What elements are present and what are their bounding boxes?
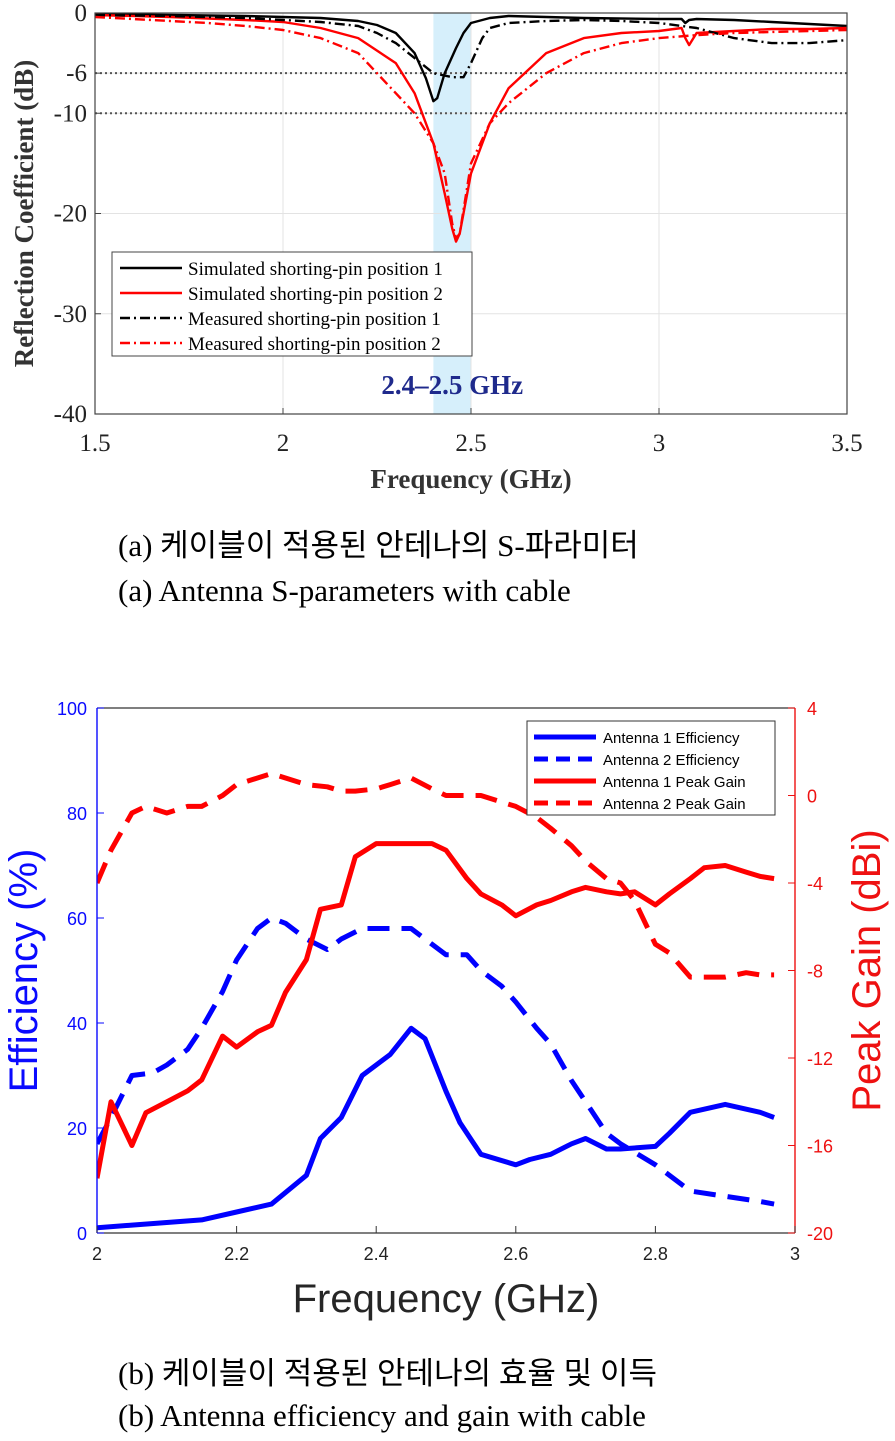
right-tick-label: -4	[807, 874, 823, 894]
left-tick-label: 60	[67, 909, 87, 929]
caption-b-english: (b) Antenna efficiency and gain with cab…	[118, 1398, 646, 1433]
series-group	[97, 771, 775, 1231]
caption-a-english: (a) Antenna S-parameters with cable	[118, 573, 571, 608]
series-antenna-2-peak-gain	[97, 771, 775, 980]
y-axis-label: Reflection Coefficient (dB)	[9, 60, 39, 367]
x-tick-label: 2.5	[455, 430, 486, 457]
x-tick-label: 1.5	[79, 430, 110, 457]
x-tick-label: 3.5	[831, 430, 862, 457]
x-tick-label: 2	[92, 1244, 102, 1264]
legend-label-antenna-2-efficiency: Antenna 2 Efficiency	[603, 752, 740, 769]
right-tick-label: 4	[807, 699, 817, 719]
series-antenna-1-peak-gain	[97, 841, 775, 1179]
left-tick-label: 80	[67, 804, 87, 824]
y-tick-label: -10	[54, 100, 87, 127]
legend-label-antenna-1-efficiency: Antenna 1 Efficiency	[603, 730, 740, 747]
left-tick-label: 0	[77, 1224, 87, 1244]
right-tick-label: -20	[807, 1224, 833, 1244]
x-axis-label: Frequency (GHz)	[293, 1277, 600, 1321]
series-simulated-shorting-pin-position-1	[94, 12, 848, 103]
legend-label-measured-shorting-pin-position-1: Measured shorting-pin position 1	[188, 309, 441, 330]
x-tick-label: 3	[790, 1244, 800, 1264]
x-tick-label: 3	[653, 430, 666, 457]
y-tick-label: 0	[75, 0, 88, 27]
x-tick-label: 2	[277, 430, 290, 457]
left-tick-label: 40	[67, 1014, 87, 1034]
y-tick-label: -30	[54, 301, 87, 328]
legend-label-simulated-shorting-pin-position-1: Simulated shorting-pin position 1	[188, 259, 443, 280]
series-simulated-shorting-pin-position-2	[94, 13, 848, 243]
x-axis-label: Frequency (GHz)	[370, 464, 571, 494]
right-tick-label: 0	[807, 787, 817, 807]
right-tick-label: -16	[807, 1137, 833, 1157]
left-tick-label: 20	[67, 1119, 87, 1139]
s-parameter-chart: 1.5 2 2.5 3 3.5 0 -6 -10 -20 -30 -40 Frequency (GHz…	[9, 0, 863, 494]
legend-label-measured-shorting-pin-position-2: Measured shorting-pin position 2	[188, 334, 441, 355]
series-measured-shorting-pin-position-1	[94, 13, 848, 79]
band-label: 2.4–2.5 GHz	[381, 370, 523, 400]
legend-label-antenna-1-peak-gain: Antenna 1 Peak Gain	[603, 774, 746, 791]
left-axis-label: Efficiency (%)	[2, 849, 46, 1093]
y-tick-label: -6	[66, 60, 87, 87]
y-tick-label: -40	[54, 401, 87, 428]
x-tick-label: 2.2	[224, 1244, 249, 1264]
series-measured-shorting-pin-position-2	[94, 15, 848, 240]
left-tick-label: 100	[57, 699, 87, 719]
y-tick-label: -20	[54, 201, 87, 228]
x-tick-label: 2.6	[503, 1244, 528, 1264]
caption-a-korean: (a) 케이블이 적용된 안테나의 S-파라미터	[118, 528, 639, 563]
legend-box	[111, 251, 473, 357]
right-axis-label: Peak Gain (dBi)	[845, 829, 889, 1111]
series-antenna-1-efficiency	[97, 1025, 775, 1231]
x-tick-label: 2.4	[364, 1244, 389, 1264]
legend-label-antenna-2-peak-gain: Antenna 2 Peak Gain	[603, 796, 746, 813]
legend-label-simulated-shorting-pin-position-2: Simulated shorting-pin position 2	[188, 284, 443, 305]
caption-b-korean: (b) 케이블이 적용된 안테나의 효율 및 이득	[118, 1356, 657, 1391]
right-tick-label: -8	[807, 962, 823, 982]
x-tick-label: 2.8	[643, 1244, 668, 1264]
right-tick-label: -12	[807, 1049, 833, 1069]
